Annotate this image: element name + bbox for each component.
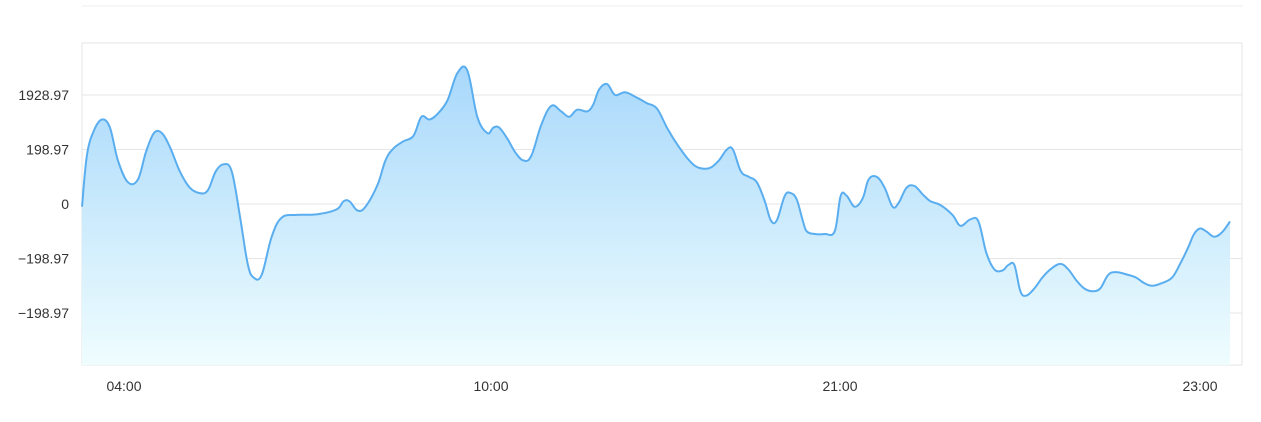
- x-tick-label: 04:00: [106, 378, 141, 394]
- y-tick-label: −198.97: [18, 251, 69, 267]
- y-axis-ticks: 1928.97 198.97 0 −198.97 −198.97: [18, 87, 69, 321]
- y-tick-label: 0: [61, 196, 69, 212]
- y-tick-label: 198.97: [26, 142, 69, 158]
- area-series: [82, 66, 1230, 365]
- y-tick-label: 1928.97: [18, 87, 69, 103]
- x-axis-ticks: 04:00 10:00 21:00 23:00: [106, 378, 1217, 394]
- x-tick-label: 21:00: [822, 378, 857, 394]
- y-tick-label: −198.97: [18, 305, 69, 321]
- area-fill: [82, 66, 1230, 365]
- x-tick-label: 23:00: [1182, 378, 1217, 394]
- x-tick-label: 10:00: [473, 378, 508, 394]
